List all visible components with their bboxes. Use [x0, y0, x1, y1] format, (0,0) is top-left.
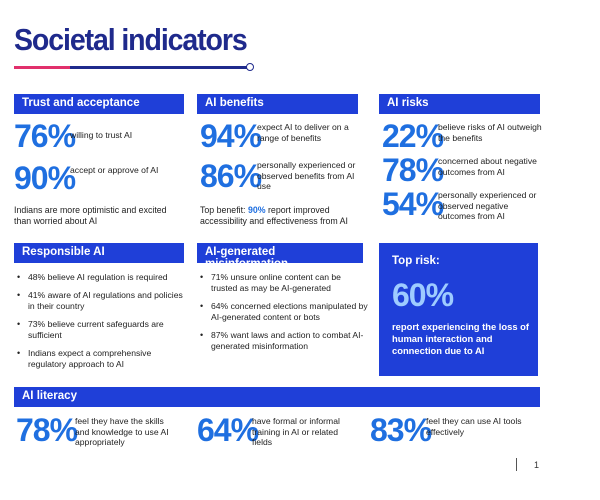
misinfo-header: AI-generated misinformation — [197, 243, 363, 270]
risks-stat-2-label: concerned about negative outcomes from A… — [438, 156, 537, 177]
risks-stat-3-label: personally experienced or observed negat… — [438, 190, 537, 222]
page-number: 1 — [534, 460, 540, 470]
literacy-stat-3-value: 83% — [370, 412, 432, 448]
list-item: 71% unsure online content can be trusted… — [199, 272, 369, 294]
literacy-stat-1-label: feel they have the skills and knowledge … — [75, 416, 169, 448]
page-number-divider — [516, 458, 517, 471]
literacy-stat-2-label: have formal or informal training in AI o… — [252, 416, 340, 448]
trust-header: Trust and acceptance — [14, 94, 184, 114]
top-risk-description: report experiencing the loss of human in… — [392, 321, 530, 357]
benefits-stat-1-value: 94% — [200, 118, 262, 154]
top-risk-value: 60% — [392, 277, 454, 313]
list-item: 87% want laws and action to combat AI-ge… — [199, 330, 369, 352]
trust-stat-1-label: willing to trust AI — [70, 130, 133, 140]
risks-stat-2-value: 78% — [382, 152, 444, 188]
risks-stat-3-value: 54% — [382, 186, 444, 222]
literacy-stat-1-value: 78% — [16, 412, 78, 448]
title-underline-accent — [14, 66, 70, 69]
benefits-note-prefix: Top benefit: — [200, 205, 248, 215]
top-risk-box: Top risk: 60% report experiencing the lo… — [379, 243, 538, 376]
benefits-note-highlight: 90% — [247, 205, 266, 215]
trust-note: Indians are more optimistic and excited … — [14, 205, 167, 227]
list-item: Indians expect a comprehensive regulator… — [16, 348, 188, 370]
responsible-list: 48% believe AI regulation is required 41… — [16, 272, 188, 377]
underline-end-dot — [246, 63, 254, 71]
title-underline — [14, 63, 254, 71]
benefits-header: AI benefits — [197, 94, 358, 114]
risks-stat-1-value: 22% — [382, 118, 444, 154]
page-title: Societal indicators — [14, 22, 248, 57]
benefits-note-suffix: report improved accessibility and effect… — [200, 205, 348, 227]
literacy-stat-3-label: feel they can use AI tools effectively — [426, 416, 522, 437]
responsible-header: Responsible AI — [14, 243, 184, 263]
list-item: 41% aware of AI regulations and policies… — [16, 290, 188, 312]
trust-stat-1-value: 76% — [14, 118, 76, 154]
list-item: 64% concerned elections manipulated by A… — [199, 301, 369, 323]
benefits-note: Top benefit: 90% report improved accessi… — [200, 205, 362, 228]
trust-stat-2-label: accept or approve of AI — [70, 165, 159, 175]
misinfo-list: 71% unsure online content can be trusted… — [199, 272, 369, 359]
top-risk-header: Top risk: — [392, 255, 440, 267]
risks-header: AI risks — [379, 94, 540, 114]
literacy-header: AI literacy — [14, 387, 540, 407]
list-item: 73% believe current safeguards are suffi… — [16, 319, 188, 341]
benefits-stat-2-value: 86% — [200, 158, 262, 194]
trust-stat-2-value: 90% — [14, 160, 76, 196]
literacy-stat-2-value: 64% — [197, 412, 259, 448]
list-item: 48% believe AI regulation is required — [16, 272, 188, 284]
benefits-stat-1-label: expect AI to deliver on a range of benef… — [257, 122, 349, 143]
benefits-stat-2-label: personally experienced or observed benef… — [257, 160, 356, 192]
risks-stat-1-label: believe risks of AI outweigh the benefit… — [438, 122, 542, 143]
